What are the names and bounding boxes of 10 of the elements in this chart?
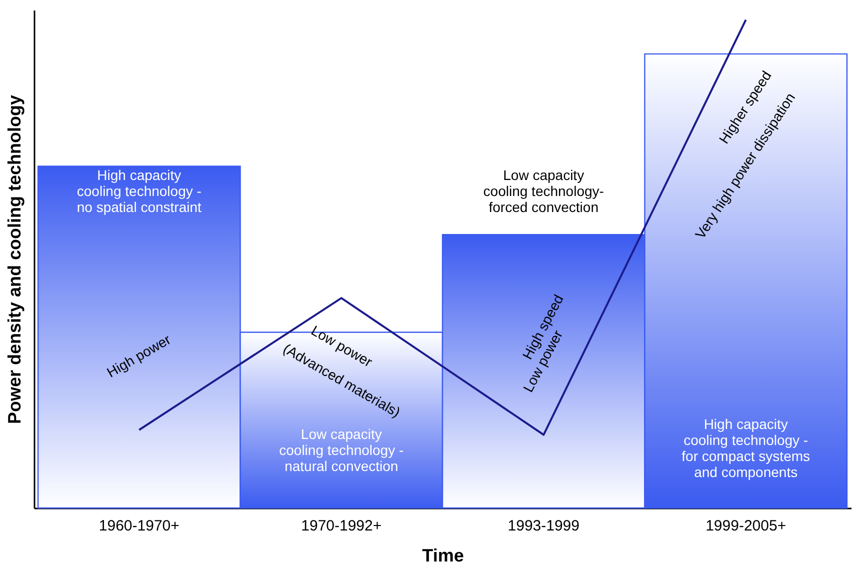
x-tick-label: 1993-1999 xyxy=(508,518,580,534)
annotation: High capacity cooling technology - for compact systems and components xyxy=(682,416,810,480)
annotation: Low capacity cooling technology - natural convection xyxy=(279,426,404,474)
x-tick-label: 1960-1970+ xyxy=(98,518,180,534)
annotation: High capacity cooling technology - no spatial constraint xyxy=(76,167,202,215)
annotation: Low capacity cooling technology- forced convection xyxy=(483,167,604,215)
x-tick-label: 1999-2005+ xyxy=(706,518,786,534)
x-axis-title: Time xyxy=(422,546,464,566)
y-axis-title: Power density and cooling technology xyxy=(4,94,24,424)
x-tick-label: 1970-1992+ xyxy=(301,518,382,534)
